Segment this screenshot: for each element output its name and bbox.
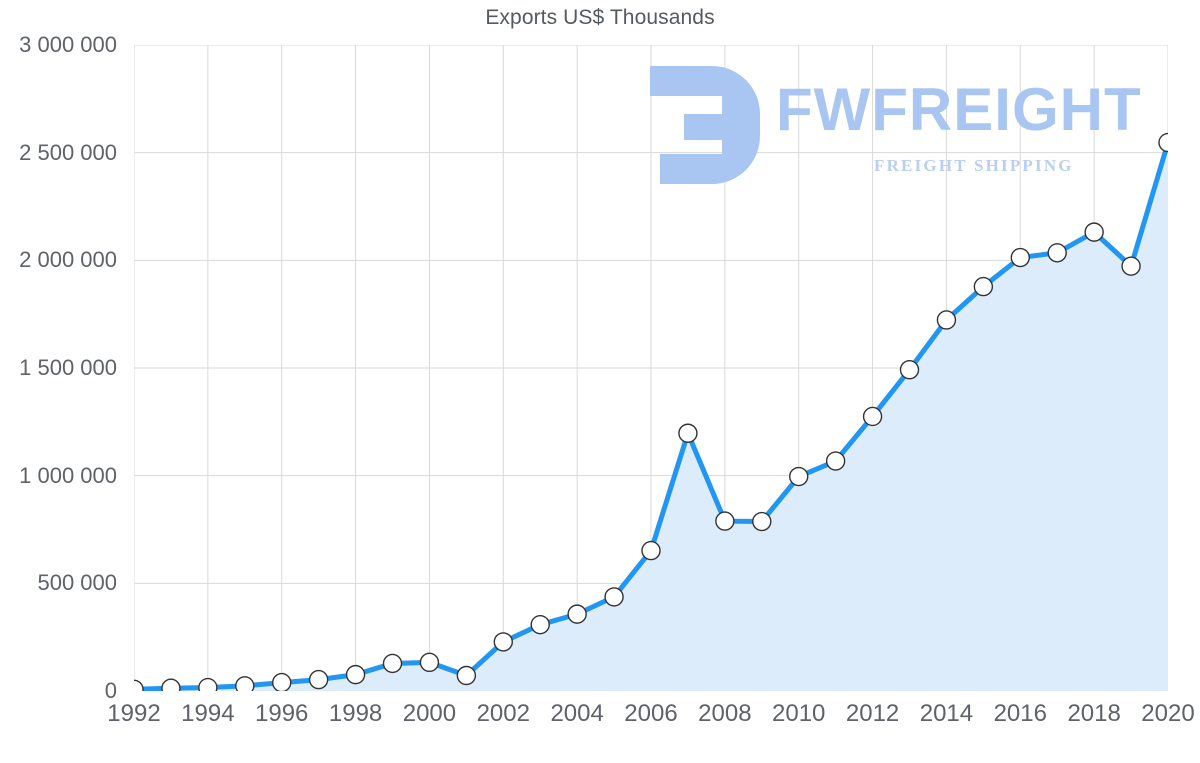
- data-point-marker[interactable]: 1995: 24000: [235, 676, 255, 691]
- x-axis-tick-label: 2010: [772, 700, 826, 727]
- plot-area: 1992: 8000 1993: 13000 1994: 16000 1995: 24…: [134, 45, 1168, 691]
- data-point-marker[interactable]: 1993: 13000: [161, 678, 181, 691]
- y-axis-tick-label: 500 000: [37, 570, 117, 596]
- data-point-marker[interactable]: 1992: 8000: [134, 679, 144, 691]
- data-point-marker[interactable]: 1997: 53000: [308, 669, 329, 690]
- x-axis-tick-label: 2000: [402, 700, 457, 727]
- data-point-marker[interactable]: 2005: 437000: [604, 587, 624, 607]
- data-point-marker[interactable]: 2019: 1973000: [1121, 256, 1141, 276]
- y-axis-tick-label: 1 000 000: [19, 462, 117, 488]
- data-point-marker[interactable]: 2007: 1197000: [678, 423, 698, 443]
- data-point-marker[interactable]: 2013: 1492000: [899, 360, 920, 380]
- data-point-marker[interactable]: 1994: 16000: [198, 677, 218, 691]
- data-point-marker[interactable]: 2012: 1275000: [862, 406, 883, 427]
- data-point-marker[interactable]: 2011: 1068000: [825, 451, 846, 471]
- data-point-marker[interactable]: 2017: 2035000: [1047, 243, 1067, 263]
- data-point-marker[interactable]: 2004: 357000: [567, 604, 587, 624]
- data-point-markers[interactable]: 1992: 8000 1993: 13000 1994: 16000 1995: 24…: [134, 132, 1168, 691]
- area-fill-path: [134, 142, 1168, 691]
- data-point-marker[interactable]: 2002: 228000: [493, 632, 513, 652]
- x-axis-tick-label: 2008: [698, 700, 752, 727]
- data-point-marker[interactable]: 2003: 308000: [530, 614, 550, 635]
- y-axis-tick-label: 1 500 000: [19, 355, 117, 380]
- area-chart-svg: 1992: 8000 1993: 13000 1994: 16000 1995: 24…: [134, 45, 1168, 691]
- x-axis-tick-label: 2004: [550, 700, 604, 727]
- x-axis-tick-label: 1998: [328, 700, 383, 727]
- x-axis-tick-label: 1992: [107, 700, 161, 727]
- y-axis-tick-label: 2 000 000: [19, 247, 117, 273]
- data-point-marker[interactable]: 2001: 72000: [456, 665, 477, 686]
- data-point-marker[interactable]: 2006: 652000: [641, 540, 661, 561]
- data-point-marker[interactable]: 2020: 2547000: [1158, 132, 1168, 153]
- data-point-marker[interactable]: 2016: 2013000: [1010, 247, 1030, 268]
- x-axis-tick-label: 2016: [993, 700, 1047, 727]
- data-point-marker[interactable]: 1996: 39000: [272, 672, 292, 691]
- x-axis-tick-label: 2006: [624, 700, 678, 727]
- x-axis-tick-label: 2012: [845, 700, 900, 727]
- data-point-marker[interactable]: 2008: 789000: [715, 511, 735, 531]
- data-point-marker[interactable]: 1998: 76000: [345, 664, 366, 685]
- y-axis-tick-label: 2 500 000: [19, 139, 117, 165]
- x-axis-tick-label: 2020: [1141, 700, 1195, 727]
- data-point-marker[interactable]: 2000: 133000: [419, 652, 440, 673]
- data-point-marker[interactable]: 2014: 1723000: [936, 310, 957, 330]
- data-point-marker[interactable]: 2015: 1878000: [973, 276, 994, 297]
- x-axis-tick-label: 1994: [181, 700, 235, 727]
- data-point-marker[interactable]: 2010: 996000: [789, 466, 809, 487]
- y-axis-tick-label: 0: [104, 678, 117, 703]
- y-axis-tick-label: 3 000 000: [19, 32, 117, 57]
- chart-title: Exports US$ Thousands: [485, 6, 715, 29]
- data-point-marker[interactable]: 2009: 787000: [752, 511, 772, 532]
- x-axis-tick-label: 2014: [919, 700, 974, 727]
- data-point-marker[interactable]: 2018: 2131000: [1084, 222, 1104, 242]
- data-point-marker[interactable]: 1999: 128000: [382, 653, 403, 674]
- x-axis-tick-label: 1996: [255, 700, 309, 727]
- x-axis-tick-label: 2002: [476, 700, 530, 727]
- x-axis-tick-label: 2018: [1067, 700, 1121, 727]
